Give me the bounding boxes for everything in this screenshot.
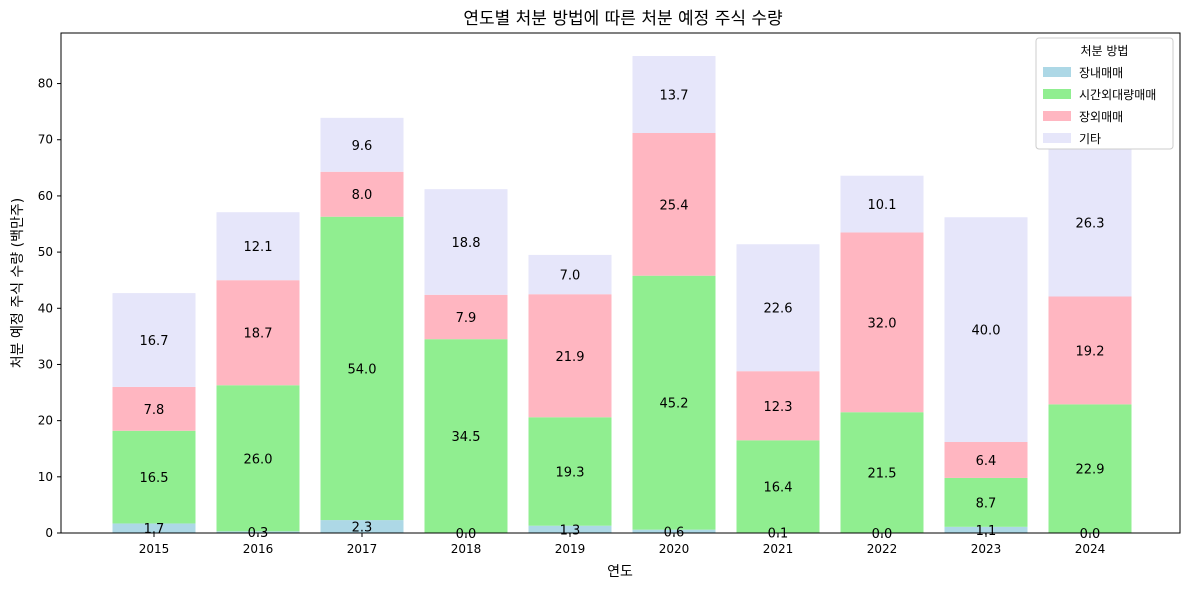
data-label-시간외대량매매-2020: 45.2 (660, 397, 689, 412)
data-label-장외매매-2016: 18.7 (244, 327, 273, 342)
data-label-기타-2023: 40.0 (972, 324, 1001, 339)
data-label-시간외대량매매-2024: 22.9 (1076, 463, 1105, 478)
x-tick-label-2024: 2024 (1075, 542, 1106, 556)
data-label-시간외대량매매-2017: 54.0 (348, 362, 377, 377)
x-tick-label-2018: 2018 (451, 542, 482, 556)
data-label-기타-2018: 18.8 (452, 236, 481, 251)
x-tick-label-2021: 2021 (763, 542, 794, 556)
data-label-기타-2020: 13.7 (660, 89, 689, 104)
legend-swatch-시간외대량매매 (1043, 89, 1071, 99)
y-axis-label: 처분 예정 주식 수량 (백만주) (10, 198, 26, 368)
data-label-장외매매-2015: 7.8 (144, 403, 165, 418)
legend-swatch-장외매매 (1043, 111, 1071, 121)
data-label-시간외대량매매-2019: 19.3 (556, 465, 585, 480)
data-label-장외매매-2018: 7.9 (456, 311, 477, 326)
data-label-시간외대량매매-2022: 21.5 (868, 467, 897, 482)
data-label-기타-2016: 12.1 (244, 240, 273, 255)
y-tick-label: 20 (38, 414, 53, 428)
x-tick-label-2023: 2023 (971, 542, 1002, 556)
data-label-장외매매-2019: 21.9 (556, 350, 585, 365)
data-label-기타-2015: 16.7 (140, 334, 169, 349)
data-label-기타-2017: 9.6 (352, 139, 373, 154)
x-tick-label-2015: 2015 (139, 542, 170, 556)
x-tick-label-2022: 2022 (867, 542, 898, 556)
legend-label-시간외대량매매: 시간외대량매매 (1079, 88, 1156, 102)
data-label-기타-2022: 10.1 (868, 198, 897, 213)
chart-title: 연도별 처분 방법에 따른 처분 예정 주식 수량 (463, 9, 783, 29)
data-label-장외매매-2021: 12.3 (764, 400, 793, 415)
y-tick-label: 70 (38, 133, 53, 147)
data-label-장외매매-2020: 25.4 (660, 198, 689, 213)
data-label-장외매매-2017: 8.0 (352, 188, 373, 203)
x-tick-label-2020: 2020 (659, 542, 690, 556)
data-label-장외매매-2022: 32.0 (868, 316, 897, 331)
data-label-기타-2019: 7.0 (560, 269, 581, 284)
x-tick-label-2019: 2019 (555, 542, 586, 556)
data-label-기타-2021: 22.6 (764, 302, 793, 317)
legend-label-장내매매: 장내매매 (1079, 66, 1123, 80)
data-label-시간외대량매매-2015: 16.5 (140, 471, 169, 486)
y-tick-label: 40 (38, 301, 53, 315)
y-tick-label: 30 (38, 357, 53, 371)
y-tick-label: 60 (38, 189, 53, 203)
y-tick-label: 80 (38, 77, 53, 91)
legend-label-장외매매: 장외매매 (1079, 110, 1123, 124)
data-label-시간외대량매매-2016: 26.0 (244, 452, 273, 467)
data-label-시간외대량매매-2023: 8.7 (976, 496, 997, 511)
x-axis-label: 연도 (607, 564, 633, 580)
y-tick-label: 0 (45, 526, 53, 540)
data-label-시간외대량매매-2021: 16.4 (764, 480, 793, 495)
legend-label-기타: 기타 (1079, 132, 1101, 146)
data-label-기타-2024: 26.3 (1076, 217, 1105, 232)
x-tick-label-2016: 2016 (243, 542, 274, 556)
legend-swatch-기타 (1043, 133, 1071, 143)
y-tick-label: 50 (38, 245, 53, 259)
x-tick-label-2017: 2017 (347, 542, 378, 556)
legend-swatch-장내매매 (1043, 67, 1071, 77)
data-label-시간외대량매매-2018: 34.5 (452, 430, 481, 445)
data-label-장외매매-2024: 19.2 (1076, 344, 1105, 359)
legend-title: 처분 방법 (1081, 44, 1129, 58)
data-label-장외매매-2023: 6.4 (976, 454, 997, 469)
y-tick-label: 10 (38, 470, 53, 484)
